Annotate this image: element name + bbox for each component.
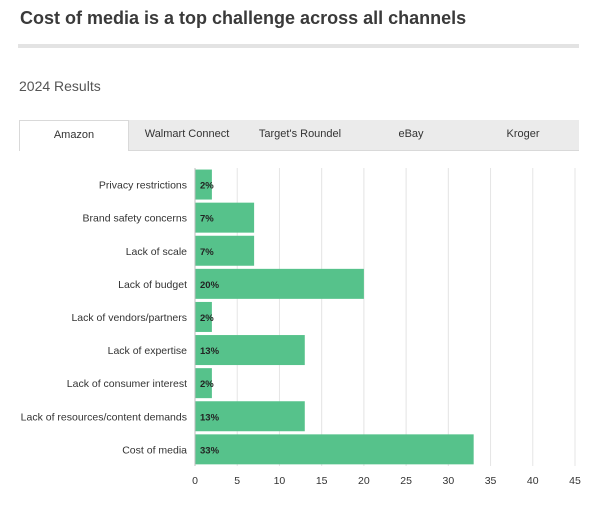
bar (195, 368, 212, 399)
results-year-subtitle: 2024 Results (19, 78, 101, 94)
x-tick-label: 25 (400, 475, 412, 487)
value-label: 2% (200, 181, 214, 192)
x-tick-label: 40 (527, 475, 539, 487)
tab-ebay[interactable]: eBay (398, 128, 424, 140)
x-tick-label: 15 (316, 475, 328, 487)
value-label: 13% (200, 412, 220, 423)
value-label: 33% (200, 445, 220, 456)
x-tick-label: 35 (485, 475, 497, 487)
x-tick-label: 20 (358, 475, 370, 487)
x-tick-label: 10 (274, 475, 286, 487)
category-label: Cost of media (122, 444, 187, 456)
channel-tabs: Amazon Walmart Connect Target's Roundel … (19, 120, 579, 151)
chart-title: Cost of media is a top challenge across … (20, 8, 467, 28)
tab-targets-roundel[interactable]: Target's Roundel (258, 128, 342, 140)
bar (195, 434, 474, 465)
tab-walmart-connect[interactable]: Walmart Connect (144, 128, 230, 140)
bar (195, 169, 212, 200)
bar (195, 301, 212, 332)
bar-chart: 0 5 10 15 20 25 30 35 40 45 Privacy restrictions 2%… (21, 168, 581, 487)
category-label: Lack of consumer interest (67, 378, 187, 390)
value-label: 20% (200, 280, 220, 291)
category-label: Brand safety concerns (83, 213, 187, 225)
title-divider (18, 44, 579, 48)
category-label: Lack of resources/content demands (21, 411, 187, 423)
value-label: 7% (200, 214, 214, 225)
x-tick-label: 5 (234, 475, 240, 487)
x-tick-label: 45 (569, 475, 581, 487)
x-tick-label: 30 (442, 475, 454, 487)
tab-amazon[interactable]: Amazon (19, 120, 129, 151)
bar (195, 268, 364, 299)
value-label: 2% (200, 313, 214, 324)
value-label: 2% (200, 379, 214, 390)
bar (195, 235, 255, 266)
value-label: 7% (200, 247, 214, 258)
bar (195, 335, 305, 366)
category-label: Lack of expertise (108, 345, 188, 357)
category-label: Lack of scale (126, 246, 187, 258)
category-label: Privacy restrictions (99, 180, 187, 192)
x-tick-label: 0 (192, 475, 198, 487)
bar (195, 202, 255, 233)
category-label: Lack of budget (118, 279, 187, 291)
category-label: Lack of vendors/partners (71, 312, 187, 324)
bar (195, 401, 305, 432)
tab-kroger[interactable]: Kroger (506, 128, 540, 140)
value-label: 13% (200, 346, 220, 357)
